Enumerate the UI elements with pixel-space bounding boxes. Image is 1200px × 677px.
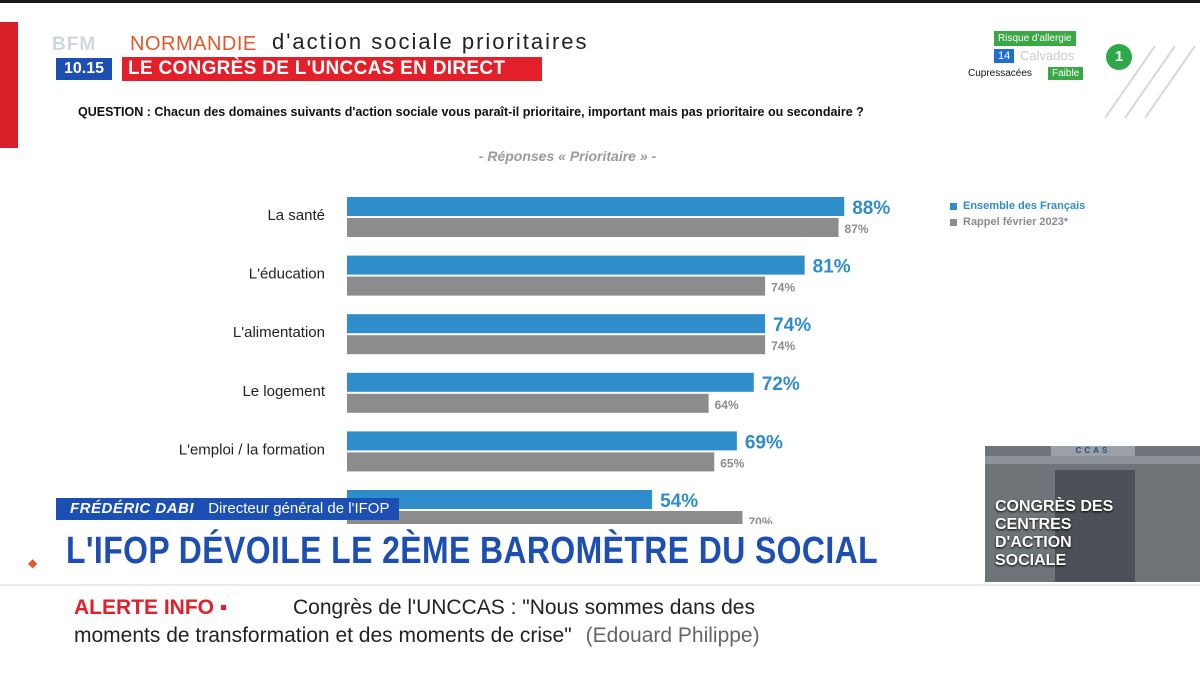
top-edge-line	[0, 0, 1200, 3]
alert-text-line2-body: moments de transformation et des moments…	[74, 624, 572, 647]
bar-ensemble	[347, 490, 653, 509]
legend-swatch	[950, 202, 957, 210]
allergen-plant: Cupressacées	[968, 68, 1032, 79]
bar-ensemble	[347, 314, 766, 334]
category-label: L'alimentation	[233, 324, 325, 341]
category-label: L'éducation	[249, 266, 325, 283]
bar-rappel	[347, 452, 715, 472]
bar-rappel	[347, 218, 839, 237]
chart-legend: Ensemble des Français Rappel février 202…	[950, 198, 1085, 230]
allergy-title: Risque d'allergie	[994, 31, 1076, 46]
alert-label: ALERTE INFO ▪	[74, 596, 228, 619]
bar-rappel	[347, 335, 766, 355]
headline-text: L'IFOP DÉVOILE LE 2ÈME BAROMÈTRE DU SOCI…	[66, 530, 879, 572]
data-label: 65%	[720, 456, 744, 470]
data-label: 87%	[845, 222, 869, 236]
bar-ensemble	[347, 372, 754, 392]
building-doorway	[1055, 470, 1135, 582]
category-label: L'emploi / la formation	[179, 441, 325, 458]
bullet-icon: ◆	[28, 556, 38, 570]
legend-label: Rappel février 2023*	[963, 216, 1069, 228]
bar-rappel	[347, 276, 766, 296]
department-name: Calvados	[1020, 48, 1075, 63]
category-label: Le logement	[242, 383, 325, 400]
data-label: 69%	[745, 432, 783, 453]
inset-caption: CONGRÈS DES CENTRES D'ACTION SOCIALE	[995, 498, 1114, 569]
chart-subtitle: - Réponses « Prioritaire » -	[478, 148, 657, 164]
decorative-stripes	[1104, 45, 1196, 119]
channel-logo: BFM 10.15	[52, 34, 116, 80]
data-label: 88%	[852, 198, 890, 219]
bar-ensemble	[347, 197, 845, 216]
channel-logo-text: BFM	[52, 34, 97, 55]
data-label: 74%	[771, 281, 795, 295]
category-label: La santé	[267, 207, 325, 224]
bar-chart: La santé 88% 87% L'éducation 81% 74% L'aliment…	[179, 197, 890, 530]
legend-entry: Rappel février 2023*	[950, 214, 1085, 230]
data-label: 64%	[715, 398, 739, 412]
speaker-strap: FRÉDÉRIC DABI Directeur général de l'IFO…	[56, 498, 400, 520]
bar-ensemble	[347, 431, 737, 451]
alert-text-line1: Congrès de l'UNCCAS : "Nous sommes dans …	[293, 596, 755, 619]
data-label: 81%	[813, 257, 851, 278]
allergy-widget: Risque d'allergie 14 Calvados Cupressacé…	[968, 31, 1098, 83]
survey-question: QUESTION : Chacun des domaines suivants …	[78, 105, 864, 119]
department-code: 14	[994, 49, 1015, 63]
header-banner: LE CONGRÈS DE L'UNCCAS EN DIRECT	[122, 57, 542, 81]
data-label: 74%	[771, 339, 795, 353]
data-label: 74%	[773, 315, 811, 336]
clock-time: 10.15	[56, 58, 112, 80]
bar-rappel	[347, 393, 709, 413]
inset-photo: CCAS CONGRÈS DES CENTRES D'ACTION SOCIAL…	[985, 446, 1200, 582]
legend-swatch	[950, 218, 957, 226]
building-canopy	[985, 456, 1200, 464]
alert-text-line2: moments de transformation et des moments…	[74, 624, 760, 648]
data-label: 54%	[660, 491, 698, 512]
speaker-role: Directeur général de l'IFOP	[208, 500, 390, 517]
headline-banner: L'IFOP DÉVOILE LE 2ÈME BAROMÈTRE DU SOCI…	[48, 524, 982, 582]
channel-number-badge: 1	[1106, 44, 1132, 70]
data-label: 72%	[762, 374, 800, 395]
side-accent-bar	[0, 22, 18, 148]
alert-source: (Edouard Philippe)	[585, 624, 760, 647]
legend-entry: Ensemble des Français	[950, 198, 1085, 214]
region-label: NORMANDIE	[130, 33, 257, 55]
building-sign: CCAS	[1051, 446, 1135, 456]
legend-label: Ensemble des Français	[963, 200, 1086, 212]
bar-ensemble	[347, 255, 805, 275]
speaker-name: FRÉDÉRIC DABI	[70, 500, 195, 517]
news-ticker: ALERTE INFO ▪ Congrès de l'UNCCAS : "Nou…	[0, 584, 1200, 677]
slide-title: d'action sociale prioritaires	[272, 29, 589, 54]
allergy-level-badge: Faible	[1048, 67, 1084, 80]
